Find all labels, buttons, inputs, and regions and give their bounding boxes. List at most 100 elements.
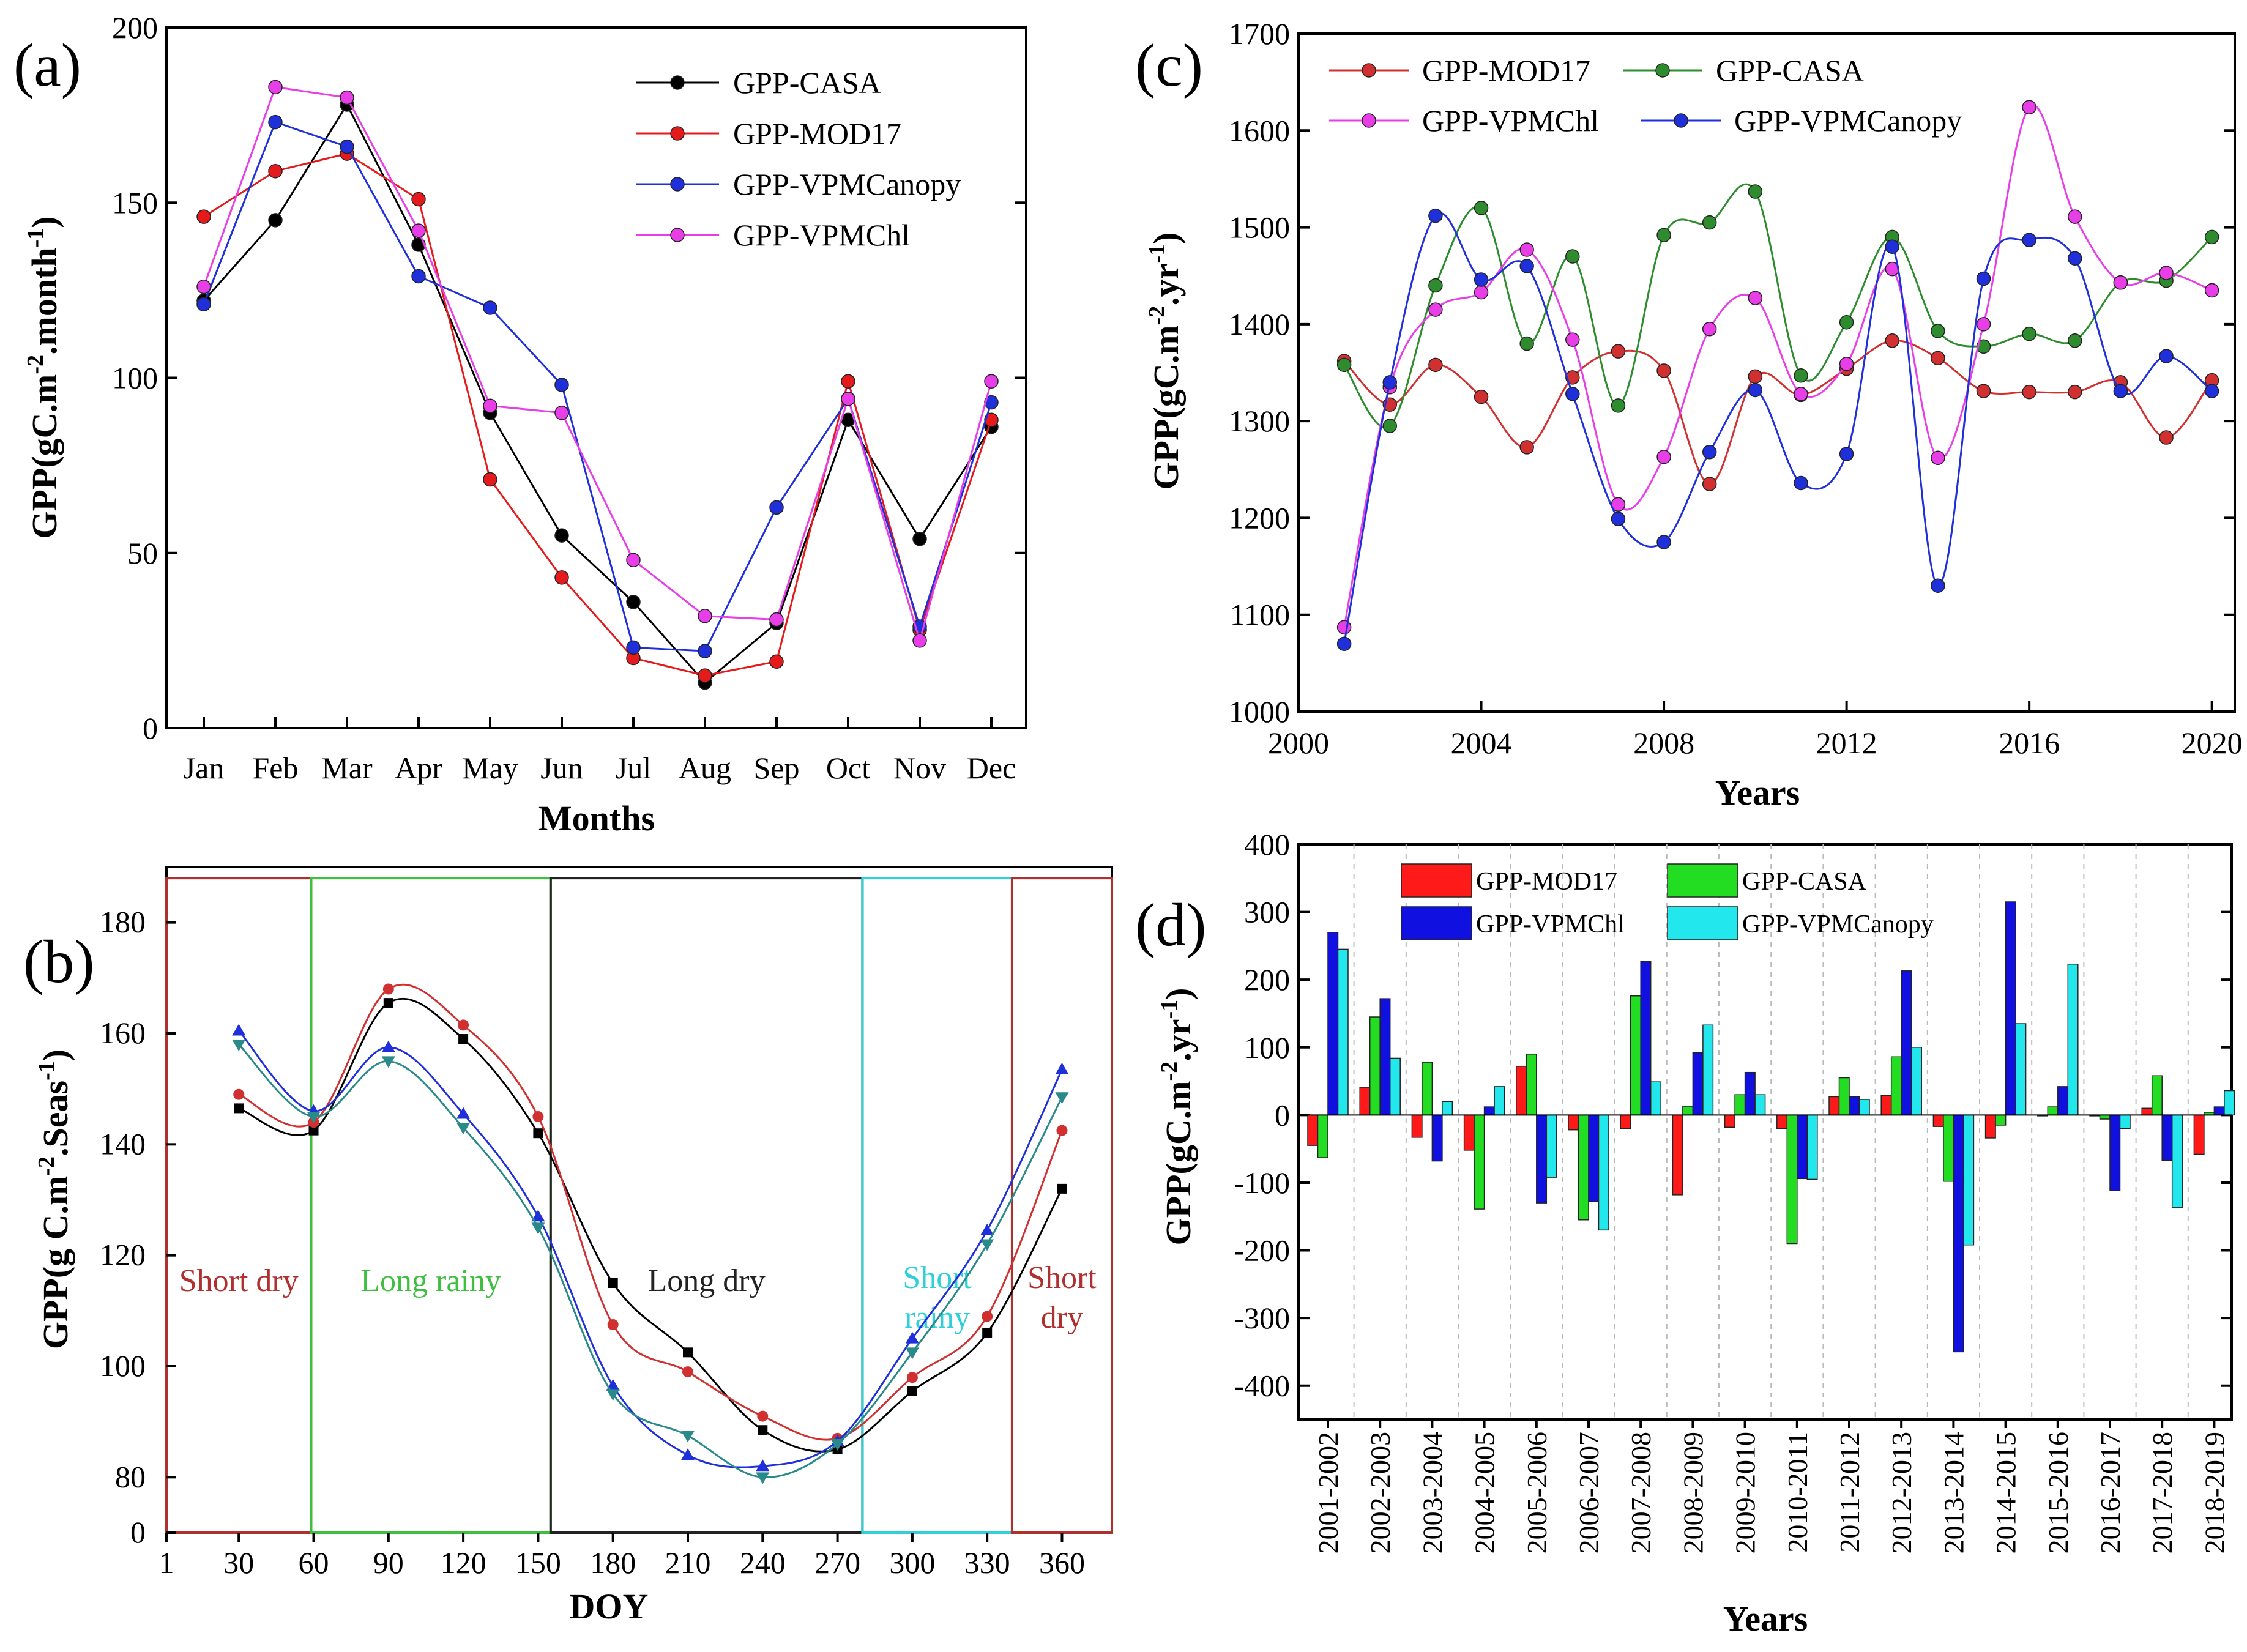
season-label: Short [903,1260,972,1295]
panel-c-x-ticks: 2000 2004 2008 2012 2016 2020 [1268,701,2243,760]
data-point [458,1034,469,1044]
bar-GPP-VPMChl [1797,1114,1808,1180]
data-point [841,374,855,389]
bar-GPP-MOD17 [1411,1114,1423,1138]
legend-label: GPP-VPMChl [1422,103,1599,138]
bar-GPP-VPMCanopy [2067,963,2079,1116]
bar-GPP-CASA [2047,1106,2059,1116]
data-point [2159,266,2174,280]
data-point [980,1223,994,1235]
data-point [232,1040,246,1052]
x-tick-label: Sep [754,751,800,785]
x-tick-label: 2015-2016 [2043,1432,2074,1553]
x-tick-label: 2004 [1451,726,1512,760]
data-point [1702,477,1717,491]
data-point [1976,384,1991,398]
y-tick-label: 80 [115,1459,146,1494]
data-point [2068,333,2082,348]
data-point [1839,447,1854,461]
data-point [1702,322,1717,337]
legend-label: GPP-CASA [1716,53,1864,87]
data-point [1656,363,1671,378]
data-point [2022,326,2036,341]
bar-GPP-CASA [1734,1094,1746,1116]
bar-GPP-VPMCanopy [2015,1023,2027,1116]
data-point [1611,512,1626,526]
x-tick-label: 210 [665,1546,710,1580]
data-point [905,1347,919,1360]
data-point [1055,1062,1069,1074]
data-point [196,209,211,224]
data-point [340,90,354,105]
data-point [411,269,426,284]
panel-b-series [232,983,1069,1484]
legend-label: GPP-VPMCanopy [733,167,961,201]
data-point [1748,382,1763,398]
panel-b-plot-frame [165,866,1113,1534]
data-point [680,1448,695,1460]
data-point [1382,375,1398,390]
y-tick-label: -100 [1234,1166,1290,1200]
x-tick-label: 2007-2008 [1625,1432,1656,1553]
data-point [682,1366,693,1378]
legend-marker [1362,113,1376,128]
bar-GPP-CASA [1630,995,1641,1116]
data-point [905,1331,919,1344]
data-point [268,114,283,130]
x-tick-label: May [462,751,518,785]
season-box [1010,877,1114,1534]
legend-marker [1362,63,1376,78]
bar-GPP-MOD17 [1880,1095,1892,1116]
data-point [381,1056,395,1068]
data-point [268,80,283,95]
data-point [1748,184,1763,199]
panel-c-label: (c) [1135,31,1203,99]
bar-GPP-VPMCanopy [1650,1081,1661,1116]
panel-c-annual-gpp: (c) 1000 1100 1200 1300 1400 1500 1600 1700 200… [1135,17,2243,813]
x-tick-label: 2005-2006 [1521,1432,1552,1553]
x-tick-label: 2016-2017 [2095,1432,2126,1553]
bar-GPP-CASA [1578,1114,1589,1221]
series-curve-GPP-VPMCanopy [238,1030,1063,1468]
bar-GPP-CASA [1786,1114,1798,1245]
data-point [1839,357,1854,371]
bar-GPP-VPMChl [2005,901,2016,1116]
data-point [1474,201,1489,215]
panel-c-x-axis-title: Years [1715,773,1800,813]
data-point [196,297,211,312]
x-tick-label: 60 [299,1546,329,1580]
bar-GPP-MOD17 [1516,1065,1527,1116]
y-tick-label: 0 [1275,1098,1290,1132]
x-tick-label: 90 [373,1546,404,1580]
data-point [830,1438,844,1451]
bar-GPP-VPMChl [1327,932,1339,1116]
data-point [1976,339,1991,354]
bar-GPP-CASA [1943,1114,1954,1182]
bar-GPP-VPMChl [1588,1114,1600,1202]
series-curve-GPP-VPMChl [238,1044,1063,1478]
panel-b-x-ticks: 1 30 60 90 120 150 180 210 240 270 300 330 360 [159,1533,1085,1580]
data-point [1382,419,1398,433]
legend-label: GPP-VPMChl [1476,910,1625,939]
panel-d-annual-anomaly: (d) -400 -300 -200 -100 0 100 200 300 400 2001-2… [1135,827,2235,1639]
panel-b-y-ticks: 0 80 100 120 140 160 180 [100,905,176,1549]
x-tick-label: 360 [1039,1546,1085,1580]
bar-GPP-VPMChl [1692,1052,1704,1116]
x-tick-label: 2016 [1999,726,2060,760]
data-point [2068,384,2082,400]
data-point [1748,369,1763,384]
panel-c-legend: GPP-MOD17 GPP-CASA GPP-VPMChl GPP-VPMCanopy [1329,53,1962,138]
data-point [1656,449,1671,464]
panel-a-x-ticks: Jan Feb Mar Apr May Jun Jul Aug Sep Oct Nov Dec [184,717,1016,785]
y-tick-label: 1400 [1229,307,1290,341]
data-point [2068,251,2082,266]
data-point [1055,1092,1069,1104]
bar-GPP-VPMCanopy [1963,1114,1975,1246]
season-label: Short [1027,1260,1097,1295]
y-tick-label: 160 [100,1016,146,1050]
data-point [626,640,641,655]
y-tick-label: 200 [1244,962,1290,997]
y-tick-label: 100 [1244,1030,1290,1065]
data-point [2022,100,2036,115]
bar-GPP-MOD17 [2193,1114,2205,1155]
